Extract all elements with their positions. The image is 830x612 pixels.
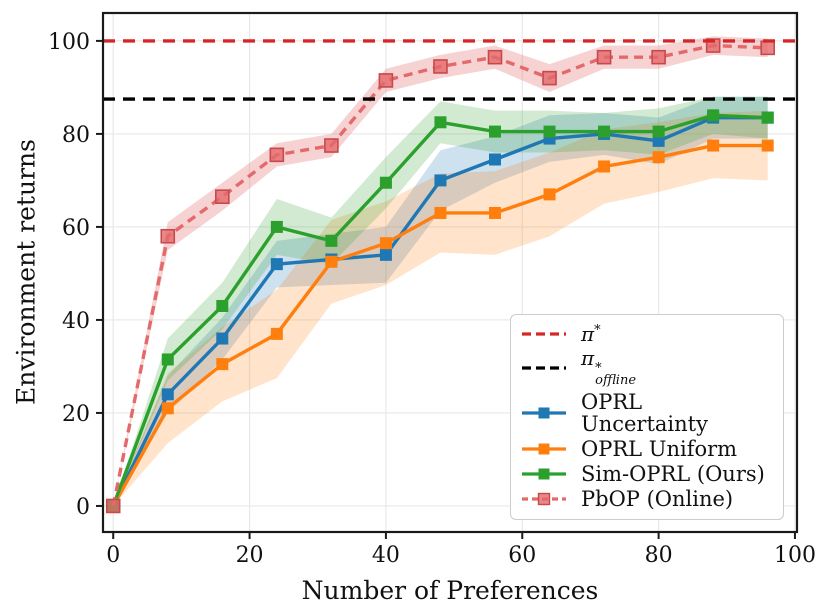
legend-item-oprl-uncertainty: OPRL Uncertainty	[521, 391, 773, 435]
marker-oprl-uncertainty	[270, 258, 283, 271]
marker-sim-oprl-ours	[488, 125, 501, 138]
marker-oprl-uncertainty	[379, 248, 392, 261]
marker-oprl-uniform	[543, 188, 556, 201]
legend-item-sim-oprl: Sim-OPRL (Ours)	[521, 463, 773, 485]
y-tick-label: 60	[62, 216, 90, 241]
marker-sim-oprl-ours	[707, 109, 720, 122]
marker-pbop-online	[542, 70, 557, 86]
marker-pbop-online	[324, 138, 339, 153]
marker-oprl-uniform	[216, 358, 229, 371]
marker-pbop-online	[160, 228, 176, 244]
legend-swatch-sim-oprl	[522, 468, 566, 480]
marker-oprl-uniform	[761, 139, 774, 152]
marker-sim-oprl-ours	[270, 220, 283, 233]
marker-oprl-uniform	[488, 206, 501, 219]
legend: π* π * offline OPRL Uncertainty OPRL Uniform S…	[510, 314, 784, 520]
y-axis-label: Environment returns	[11, 139, 41, 405]
marker-oprl-uniform	[161, 402, 174, 415]
marker-pbop-online	[105, 498, 121, 514]
marker-sim-oprl-ours	[543, 125, 556, 138]
marker-sim-oprl-ours	[598, 125, 611, 138]
legend-marker	[537, 493, 551, 506]
error-band-sim-oprl-ours	[113, 96, 768, 506]
x-tick-label: 60	[508, 543, 536, 568]
legend-swatch-pbop-online	[522, 493, 566, 506]
y-tick-label: 0	[76, 495, 90, 520]
y-tick-label: 100	[48, 30, 90, 55]
legend-item-oprl-uniform: OPRL Uniform	[521, 438, 773, 460]
legend-label-sim-oprl: Sim-OPRL (Ours)	[581, 462, 765, 487]
legend-item-pbop-online: PbOP (Online)	[521, 488, 773, 510]
marker-oprl-uniform	[652, 151, 665, 164]
x-tick-label: 40	[372, 543, 400, 568]
marker-oprl-uncertainty	[488, 153, 501, 166]
y-tick-label: 20	[62, 402, 90, 427]
legend-swatch-pi-star-offline	[522, 365, 566, 370]
marker-oprl-uniform	[325, 255, 338, 268]
marker-sim-oprl-ours	[216, 299, 229, 312]
marker-sim-oprl-ours	[652, 125, 665, 138]
legend-label-oprl-uncertainty: OPRL Uncertainty	[581, 389, 708, 436]
x-tick-label: 100	[774, 543, 816, 568]
axes-spines	[101, 11, 799, 534]
marker-pbop-online	[651, 49, 666, 65]
marker-oprl-uniform	[434, 206, 447, 219]
legend-swatch-pi-star	[522, 332, 566, 336]
marker-oprl-uncertainty	[434, 174, 447, 187]
legend-label-pi-star-offline: π * offline	[581, 345, 637, 389]
marker-sim-oprl-ours	[761, 111, 774, 124]
marker-oprl-uncertainty	[216, 332, 229, 345]
marker-oprl-uncertainty	[161, 388, 174, 401]
legend-item-pi-star: π*	[521, 321, 773, 346]
marker-pbop-online	[760, 40, 775, 56]
legend-label-oprl-uniform: OPRL Uniform	[581, 436, 738, 461]
x-tick-label: 80	[645, 543, 673, 568]
marker-pbop-online	[269, 147, 285, 163]
marker-oprl-uniform	[270, 327, 283, 340]
x-tick-label: 20	[236, 543, 264, 568]
marker-oprl-uniform	[379, 237, 392, 250]
marker-pbop-online	[215, 189, 230, 204]
y-tick-label: 80	[62, 123, 90, 148]
marker-pbop-online	[596, 49, 612, 65]
legend-swatch-oprl-uniform	[522, 443, 566, 455]
marker-sim-oprl-ours	[161, 353, 174, 366]
marker-oprl-uniform	[598, 160, 611, 173]
marker-sim-oprl-ours	[434, 116, 447, 129]
x-axis-label: Number of Preferences	[301, 576, 599, 605]
marker-sim-oprl-ours	[379, 176, 392, 189]
x-tick-label: 0	[106, 543, 120, 568]
legend-marker	[538, 443, 550, 455]
legend-item-pi-star-offline: π * offline	[521, 345, 773, 389]
legend-swatch-oprl-uncertainty	[522, 407, 566, 419]
legend-marker	[538, 468, 550, 480]
marker-sim-oprl-ours	[325, 234, 338, 247]
legend-label-pbop-online: PbOP (Online)	[581, 487, 734, 512]
marker-pbop-online	[487, 49, 503, 65]
marker-oprl-uniform	[707, 139, 720, 152]
legend-marker	[538, 407, 550, 419]
marker-pbop-online	[378, 73, 394, 88]
legend-label-pi-star: π*	[581, 321, 601, 346]
marker-pbop-online	[433, 59, 448, 74]
error-band-oprl-uniform	[113, 110, 768, 506]
marker-oprl-uncertainty	[652, 134, 665, 147]
y-tick-label: 40	[62, 309, 90, 334]
